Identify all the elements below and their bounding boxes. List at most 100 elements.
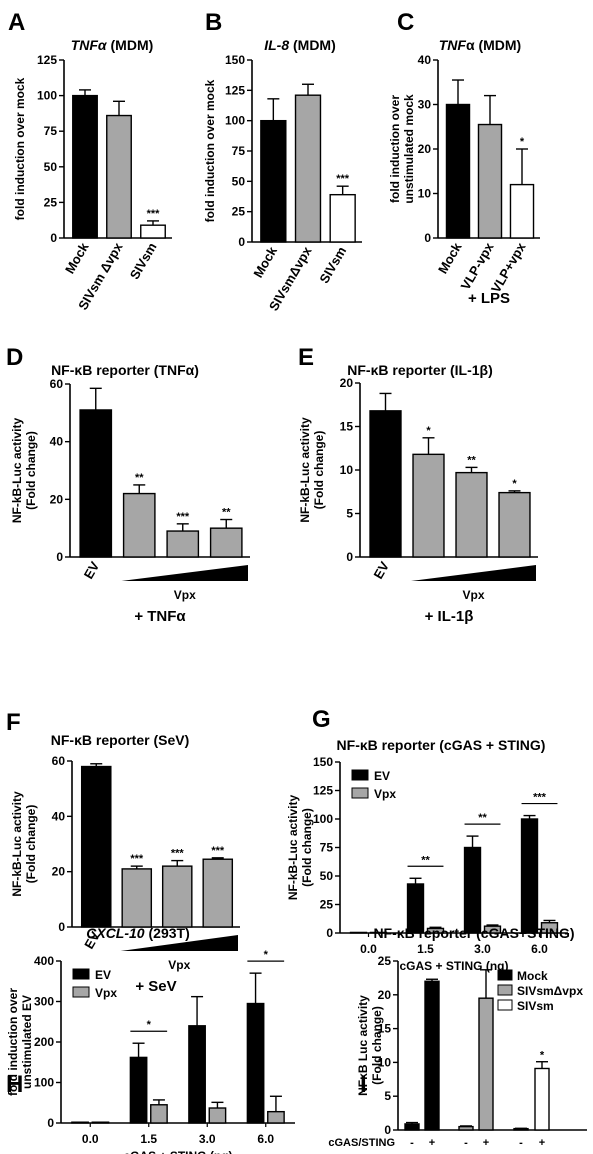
bar — [498, 491, 531, 558]
y-tick-label: 0 — [346, 550, 353, 564]
panel-label: A — [8, 9, 25, 36]
y-tick-label: 100 — [34, 1076, 54, 1090]
y-tick-label: 125 — [313, 784, 333, 798]
x-category-label: SIVsm — [127, 240, 160, 282]
significance-label: ** — [467, 454, 476, 466]
panel-label: B — [205, 9, 222, 36]
y-tick-label: 20 — [50, 492, 64, 506]
bar — [424, 980, 440, 1131]
panel-title: NF-κB reporter (TNFα) — [51, 362, 199, 378]
bar — [121, 868, 153, 928]
condition-label: + LPS — [468, 290, 510, 307]
bar — [534, 1067, 550, 1131]
significance-label: *** — [147, 208, 161, 220]
treatment-sign: + — [483, 1137, 489, 1149]
treatment-sign: + — [429, 1137, 435, 1149]
y-tick-label: 15 — [340, 420, 354, 434]
treatment-row-label: cGAS/STING — [328, 1137, 395, 1149]
y-axis-label-line: fold induction over mock — [13, 77, 27, 220]
y-tick-label: 0 — [58, 920, 65, 934]
bar — [161, 865, 193, 928]
bar — [520, 818, 539, 934]
significance-label: * — [264, 949, 269, 961]
y-axis-label-line: NF-kB-Luc activity — [298, 417, 312, 523]
y-axis-label: NF-kB-Luc activity (Fold change) — [10, 791, 38, 897]
panel-I: I NF-κB reporter (cGAS+STING) NFκB Luc act… — [328, 925, 587, 1149]
x-category-label: SIVsm — [316, 244, 349, 286]
bar — [166, 530, 200, 558]
y-tick-label: 20 — [340, 376, 354, 390]
bar — [294, 94, 322, 243]
y-axis-label: fold induction over unstimulated mock — [388, 94, 416, 204]
bar — [71, 1121, 89, 1124]
y-axis-label: fold induction over mock — [203, 79, 217, 222]
significance-label: * — [540, 1050, 545, 1062]
x-tick-label: 1.5 — [417, 942, 434, 956]
condition-label: + TNFα — [134, 608, 186, 625]
y-axis-label-line: NF-kB-Luc activity — [10, 791, 24, 897]
x-tick-label: 1.5 — [140, 1132, 157, 1146]
y-tick-label: 200 — [34, 1035, 54, 1049]
vpx-ramp-triangle — [411, 565, 536, 581]
y-tick-label: 20 — [52, 865, 66, 879]
y-axis-label: NF-kB-Luc activity (Fold change) — [10, 418, 38, 524]
vpx-ramp-triangle — [121, 565, 248, 581]
y-axis-label: fold induction over unstimulated EV — [6, 988, 34, 1096]
significance-label: ** — [421, 854, 430, 866]
y-axis-label-line: NF-kB-Luc activity — [286, 795, 300, 901]
bar — [79, 409, 113, 558]
y-tick-label: 10 — [340, 463, 354, 477]
x-category: SIVsm — [127, 240, 160, 282]
y-tick-label: 25 — [44, 195, 58, 209]
bar — [209, 527, 243, 558]
x-category-label: EV — [370, 559, 392, 582]
y-tick-label: 60 — [52, 754, 66, 768]
condition-label: + IL-1β — [425, 608, 474, 625]
x-tick-label: 0.0 — [360, 942, 377, 956]
y-tick-label: 0 — [384, 1123, 391, 1137]
legend-label: Vpx — [95, 986, 117, 1000]
y-tick-label: 0 — [50, 231, 57, 245]
ramp-label: Vpx — [174, 588, 196, 602]
legend-swatch — [351, 787, 369, 799]
panel-label: G — [312, 706, 331, 733]
x-category: SIVsm — [316, 244, 349, 286]
significance-label: ** — [478, 812, 487, 824]
panel-label: C — [397, 9, 414, 36]
y-tick-label: 75 — [320, 841, 334, 855]
y-tick-label: 0 — [56, 550, 63, 564]
y-tick-label: 10 — [378, 1055, 392, 1069]
y-tick-label: 50 — [320, 869, 334, 883]
y-tick-label: 20 — [378, 988, 392, 1002]
treatment-sign: - — [464, 1137, 468, 1149]
significance-label: * — [520, 136, 525, 148]
y-tick-label: 50 — [44, 160, 58, 174]
bar — [478, 997, 494, 1131]
significance-label: *** — [336, 173, 350, 185]
bar — [91, 1121, 110, 1124]
legend-label: Mock — [517, 969, 548, 983]
x-category-label: Mock — [62, 239, 92, 276]
significance-label: * — [426, 425, 431, 437]
significance-label: *** — [533, 792, 547, 804]
bar — [202, 858, 234, 928]
x-axis-label: cGAS + STING (ng) — [399, 959, 508, 973]
y-tick-label: 5 — [384, 1089, 391, 1103]
x-category: Mock — [62, 239, 92, 276]
legend-swatch — [497, 999, 513, 1011]
vpx-ramp-triangle — [120, 935, 238, 951]
panel-A: A TNFα (MDM) fold induction over mock 0 25 50… — [8, 9, 172, 313]
panel-D: D NF-κB reporter (TNFα) NF-kB-Luc activity… — [6, 344, 250, 625]
x-axis-label: cGAS + STING (ng) — [123, 1149, 232, 1154]
bar — [246, 1002, 265, 1124]
bar — [477, 123, 503, 239]
panel-title: NF-κB reporter (cGAS + STING) — [337, 737, 546, 753]
y-tick-label: 5 — [346, 507, 353, 521]
y-tick-label: 100 — [37, 89, 57, 103]
y-tick-label: 75 — [232, 144, 246, 158]
y-tick-label: 10 — [418, 187, 432, 201]
panel-title: CXCL-10 (293T) — [86, 925, 189, 941]
bar — [122, 492, 156, 558]
legend-swatch — [72, 986, 90, 998]
bar — [80, 765, 112, 928]
